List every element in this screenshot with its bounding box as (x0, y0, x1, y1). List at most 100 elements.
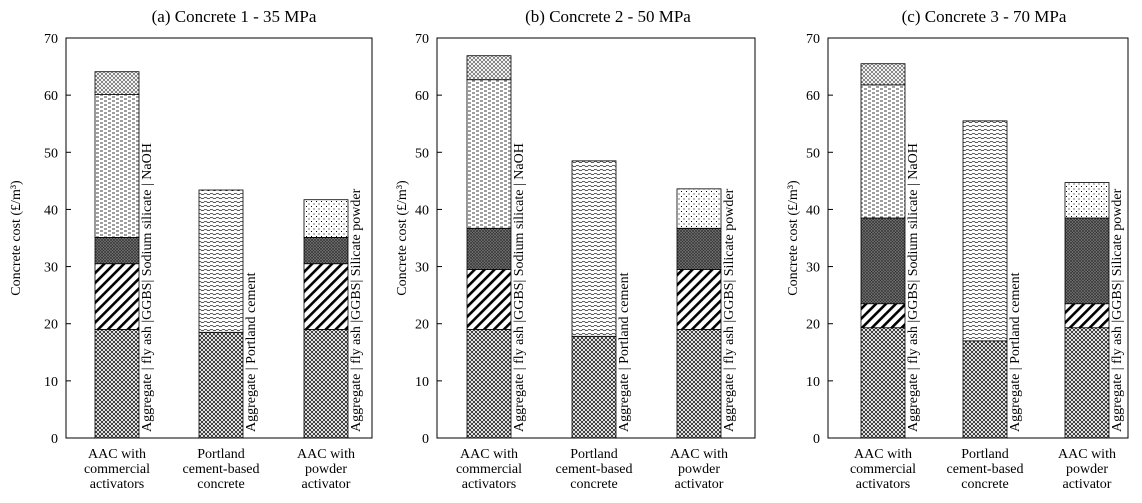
x-tick-label: powder (1066, 462, 1108, 477)
bar-segment-aggregate (571, 335, 617, 439)
x-tick-label: activators (856, 477, 910, 492)
x-tick-label: concrete (197, 477, 244, 492)
bar-segment-naoh (860, 63, 906, 86)
bar-segment-labels: Aggregate | fly ash |GGBS| Sodium silica… (140, 143, 155, 432)
x-tick-label: cement-based (556, 462, 633, 477)
bar-segment-ggbs (303, 237, 349, 265)
y-tick-label: 30 (415, 261, 429, 276)
chart-panel-2: (b) Concrete 2 - 50 MPa Concrete cost (£/… (395, 7, 756, 492)
x-tick-label: commercial (84, 462, 150, 477)
bar-segment-ggbs (94, 237, 140, 265)
bar-segment-labels: Aggregate | Portland cement (1008, 272, 1023, 432)
y-tick-label: 10 (44, 375, 58, 390)
y-tick-label: 0 (813, 432, 820, 447)
y-tick-label: 20 (44, 318, 58, 333)
bar-segment-ggbs (860, 217, 906, 305)
y-tick-label: 50 (806, 146, 820, 161)
x-tick-label: concrete (961, 477, 1008, 492)
bar-segment-fly-ash (466, 269, 512, 330)
bar-segment-silicate-powder (1064, 182, 1110, 219)
x-tick-label: activators (462, 477, 516, 492)
x-tick-label: AAC with (297, 447, 355, 462)
y-tick-label: 40 (806, 203, 820, 218)
x-tick-label: activator (675, 477, 724, 492)
bar-segment-labels: Aggregate | fly ash |GGBS| Sodium silica… (906, 143, 921, 432)
bar-segment-silicate-powder (676, 188, 722, 229)
x-tick-label: AAC with (1058, 447, 1116, 462)
y-tick-label: 0 (51, 432, 58, 447)
bar-segment-labels: Aggregate | fly ash |GGBS| Silicate powd… (349, 188, 364, 432)
y-tick-label: 70 (415, 32, 429, 47)
bar-segment-fly-ash (860, 303, 906, 329)
bar-segment-labels: Aggregate | Portland cement (244, 272, 259, 432)
x-tick-label: activator (1063, 477, 1112, 492)
y-tick-label: 30 (44, 261, 58, 276)
y-tick-label: 70 (806, 32, 820, 47)
x-tick-label: Portland (570, 447, 617, 462)
bar-segment-sodium-silicate (466, 79, 512, 229)
bar-segment-aggregate (94, 329, 140, 439)
bar-segment-labels: Aggregate | fly ash |GGBS| Sodium silica… (512, 143, 527, 432)
x-tick-label: commercial (850, 462, 916, 477)
bar-segment-fly-ash (1064, 303, 1110, 329)
y-axis-label: Concrete cost (£/m³) (786, 180, 801, 296)
x-tick-label: Portland (961, 447, 1008, 462)
chart-panel-3: (c) Concrete 3 - 70 MPa Concrete cost (£/… (786, 7, 1129, 492)
x-tick-label: powder (678, 462, 720, 477)
bar-segment-aggregate (198, 331, 244, 439)
bar-segment-aggregate (303, 329, 349, 439)
bar-segment-aggregate (466, 329, 512, 439)
y-tick-label: 30 (806, 261, 820, 276)
x-tick-label: activator (302, 477, 351, 492)
bar-segment-portland-cement (962, 120, 1008, 342)
bar-segment-ggbs (1064, 217, 1110, 305)
plot-frame (827, 37, 1129, 439)
y-axis-label: Concrete cost (£/m³) (395, 180, 410, 296)
x-tick-label: AAC with (460, 447, 518, 462)
x-tick-label: AAC with (670, 447, 728, 462)
y-tick-label: 50 (415, 146, 429, 161)
bar-segment-aggregate (860, 327, 906, 439)
chart-title: (c) Concrete 3 - 70 MPa (902, 7, 1067, 26)
chart-panel-1: (a) Concrete 1 - 35 MPa Concrete cost (£/… (9, 7, 373, 492)
x-tick-label: commercial (456, 462, 522, 477)
y-tick-label: 20 (415, 318, 429, 333)
y-tick-label: 60 (44, 89, 58, 104)
bar-segment-sodium-silicate (860, 84, 906, 219)
y-tick-label: 70 (44, 32, 58, 47)
bar-segment-labels: Aggregate | fly ash |GGBS| Silicate powd… (1110, 188, 1125, 432)
x-tick-label: cement-based (947, 462, 1024, 477)
plot-frame (436, 37, 756, 439)
bar-segment-fly-ash (94, 263, 140, 330)
x-tick-label: concrete (570, 477, 617, 492)
bar-segment-aggregate (676, 329, 722, 439)
bar-segment-silicate-powder (303, 199, 349, 238)
x-tick-label: Portland (197, 447, 244, 462)
y-tick-label: 60 (415, 89, 429, 104)
bar-segment-portland-cement (198, 189, 244, 333)
bar-segment-naoh (94, 71, 140, 95)
y-tick-label: 40 (415, 203, 429, 218)
chart-title: (b) Concrete 2 - 50 MPa (525, 7, 691, 26)
x-tick-label: powder (305, 462, 347, 477)
x-tick-label: cement-based (183, 462, 260, 477)
bar-segment-fly-ash (676, 269, 722, 330)
x-tick-label: AAC with (88, 447, 146, 462)
bar-segment-portland-cement (571, 160, 617, 337)
y-tick-label: 50 (44, 146, 58, 161)
bar-segment-sodium-silicate (94, 94, 140, 238)
bar-segment-labels: Aggregate | Portland cement (617, 272, 632, 432)
y-tick-label: 60 (806, 89, 820, 104)
bar-segment-aggregate (962, 340, 1008, 439)
bar-segment-ggbs (466, 227, 512, 270)
bar-segment-labels: Aggregate | fly ash |GGBS| Silicate powd… (722, 188, 737, 432)
y-tick-label: 10 (415, 375, 429, 390)
chart-title: (a) Concrete 1 - 35 MPa (152, 7, 317, 26)
x-tick-label: activators (90, 477, 144, 492)
y-axis-label: Concrete cost (£/m³) (9, 180, 24, 296)
bar-segment-aggregate (1064, 327, 1110, 439)
x-tick-label: AAC with (854, 447, 912, 462)
y-tick-label: 10 (806, 375, 820, 390)
bar-segment-ggbs (676, 227, 722, 270)
